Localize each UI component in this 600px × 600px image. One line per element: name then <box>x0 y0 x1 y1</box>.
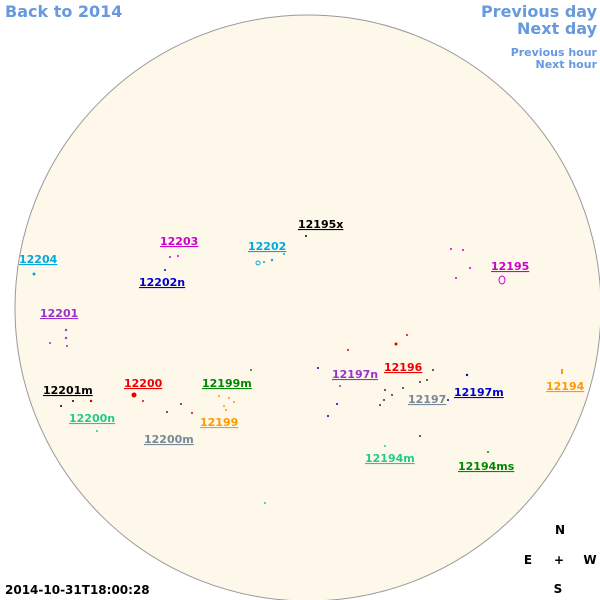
region-labels: 12195x 12203 12202 12204 12202n 12195 12… <box>19 218 585 473</box>
region-label[interactable]: 12200m <box>144 433 194 446</box>
next-day-link[interactable]: Next day <box>517 19 598 38</box>
next-hour-link[interactable]: Next hour <box>536 58 598 71</box>
region-label[interactable]: 12195x <box>298 218 343 231</box>
region-label[interactable]: 12194m <box>365 452 415 465</box>
region-label[interactable]: 12200 <box>124 377 163 390</box>
compass-north: N <box>555 523 565 537</box>
region-label[interactable]: 12197m <box>454 386 504 399</box>
solar-disk <box>14 14 600 600</box>
region-label[interactable]: 12199 <box>200 416 238 429</box>
region-label[interactable]: 12202n <box>139 276 185 289</box>
region-label[interactable]: 12204 <box>19 253 58 266</box>
region-label[interactable]: 12203 <box>160 235 198 248</box>
compass-east: E <box>524 553 532 567</box>
previous-day-link[interactable]: Previous day <box>481 2 598 21</box>
compass-west: W <box>583 553 596 567</box>
region-label[interactable]: 12196 <box>384 361 423 374</box>
compass-south: S <box>554 582 563 596</box>
region-label[interactable]: 12197n <box>332 368 378 381</box>
region-label[interactable]: 12200n <box>69 412 115 425</box>
timestamp: 2014-10-31T18:00:28 <box>5 583 150 597</box>
sunspots <box>32 235 563 504</box>
back-link[interactable]: Back to 2014 <box>5 2 122 21</box>
region-label[interactable]: 12197 <box>408 393 446 406</box>
region-label[interactable]: 12194 <box>546 380 585 393</box>
compass-center: + <box>554 553 564 567</box>
region-label[interactable]: 12199m <box>202 377 252 390</box>
previous-hour-link[interactable]: Previous hour <box>511 46 598 59</box>
region-label[interactable]: 12195 <box>491 260 529 273</box>
region-label[interactable]: 12202 <box>248 240 286 253</box>
region-label[interactable]: 12201m <box>43 384 93 397</box>
region-label[interactable]: 12201 <box>40 307 78 320</box>
region-label[interactable]: 12194ms <box>458 460 515 473</box>
